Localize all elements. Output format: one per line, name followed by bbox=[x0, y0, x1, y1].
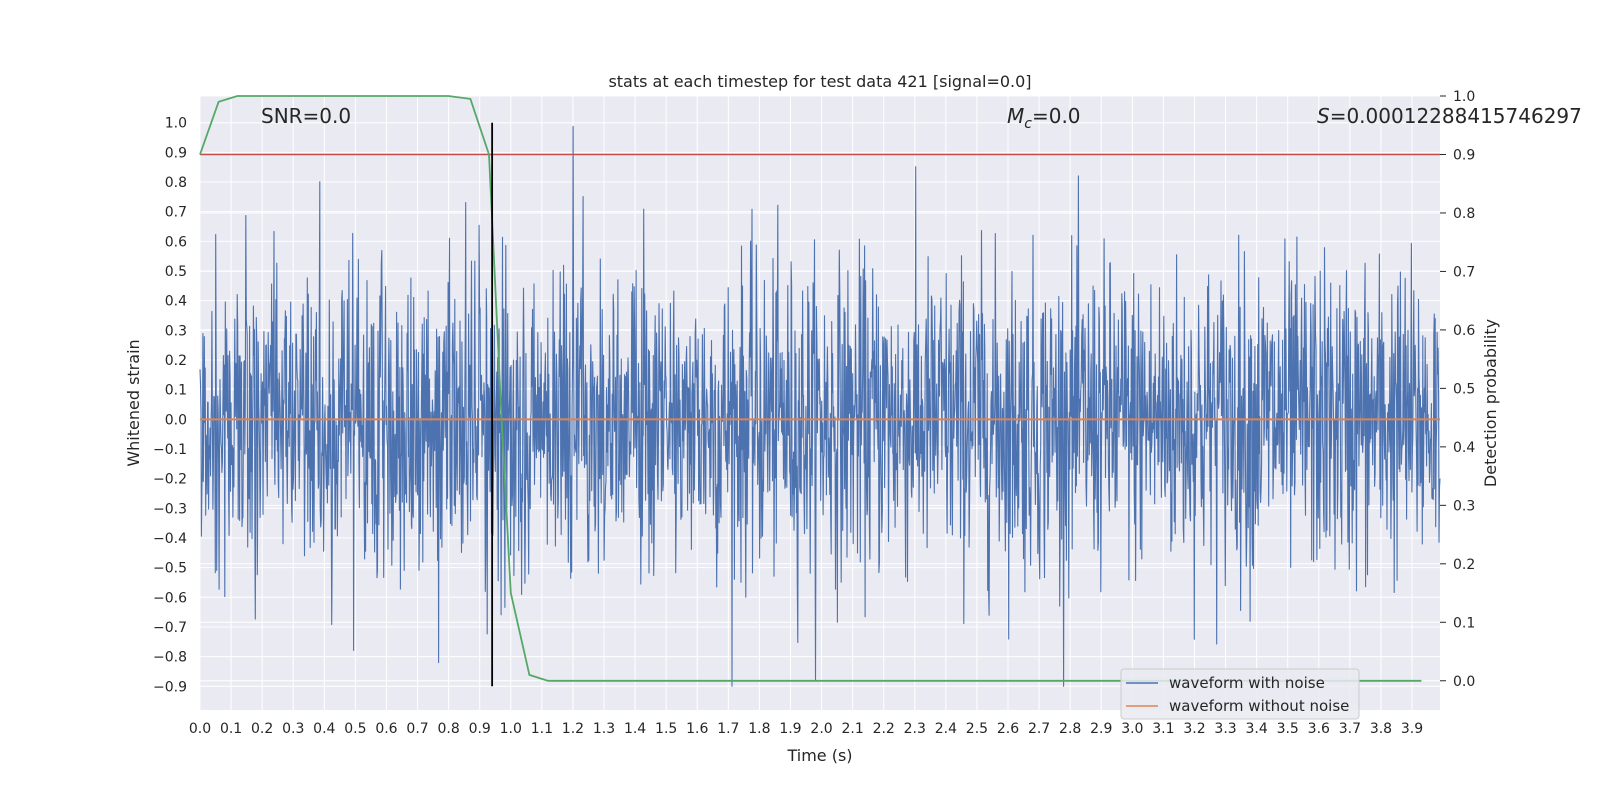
x-tick-label: 0.3 bbox=[282, 721, 304, 737]
y2-tick-label: 0.4 bbox=[1453, 440, 1475, 456]
y-tick-label: 0.3 bbox=[165, 323, 187, 339]
x-tick-label: 1.5 bbox=[655, 721, 677, 737]
x-tick-label: 2.3 bbox=[904, 721, 926, 737]
y2-tick-label: 0.3 bbox=[1453, 498, 1475, 514]
x-tick-label: 0.8 bbox=[437, 721, 459, 737]
x-tick-label: 1.7 bbox=[717, 721, 739, 737]
x-tick-label: 0.5 bbox=[344, 721, 366, 737]
y-tick-label: 0.9 bbox=[165, 145, 187, 161]
y-tick-label: −0.5 bbox=[153, 561, 187, 577]
y-tick-label: 0.2 bbox=[165, 353, 187, 369]
legend: waveform with noise waveform without noi… bbox=[1120, 668, 1360, 720]
y-tick-label: 0.5 bbox=[165, 264, 187, 280]
s-annotation: S=0.00012288415746297 bbox=[1317, 104, 1582, 128]
x-tick-label: 1.9 bbox=[779, 721, 801, 737]
s-value: =0.00012288415746297 bbox=[1330, 104, 1582, 128]
y-tick-label: −0.4 bbox=[153, 531, 187, 547]
x-tick-label: 2.8 bbox=[1059, 721, 1081, 737]
x-tick-label: 1.4 bbox=[624, 721, 646, 737]
axes: 0.0 0.1 0.2 0.3 0.4 0.5 0.6 0.7 0.8 0.9 1.0 1.1 1.2 1… bbox=[153, 89, 1475, 737]
mc-annotation: Mc=0.0 bbox=[1007, 104, 1081, 132]
y-tick-label: −0.9 bbox=[153, 679, 187, 695]
x-tick-label: 3.7 bbox=[1339, 721, 1361, 737]
y2-axis-label: Detection probability bbox=[1481, 319, 1500, 487]
legend-label-noise: waveform with noise bbox=[1169, 674, 1325, 692]
x-tick-label: 1.3 bbox=[593, 721, 615, 737]
x-tick-label: 2.1 bbox=[841, 721, 863, 737]
x-tick-label: 3.2 bbox=[1183, 721, 1205, 737]
legend-box bbox=[1120, 668, 1360, 720]
x-tick-label: 0.6 bbox=[375, 721, 397, 737]
x-tick-label: 0.2 bbox=[251, 721, 273, 737]
y-tick-label: −0.3 bbox=[153, 501, 187, 517]
y2-tick-label: 0.6 bbox=[1453, 323, 1475, 339]
x-tick-label: 1.6 bbox=[686, 721, 708, 737]
y-tick-label: 0.1 bbox=[165, 383, 187, 399]
y2-tick-label: 0.9 bbox=[1453, 147, 1475, 163]
y-tick-label: −0.1 bbox=[153, 442, 187, 458]
x-tick-label: 0.1 bbox=[220, 721, 242, 737]
x-tick-label: 2.2 bbox=[873, 721, 895, 737]
waveform-with-noise-line bbox=[199, 125, 1441, 687]
x-tick-label: 0.0 bbox=[189, 721, 211, 737]
overlays bbox=[199, 95, 1440, 687]
x-tick-label: 3.1 bbox=[1152, 721, 1174, 737]
y-tick-label: 1.0 bbox=[165, 116, 187, 132]
x-tick-label: 3.4 bbox=[1246, 721, 1268, 737]
x-tick-label: 2.4 bbox=[935, 721, 957, 737]
snr-annotation: SNR=0.0 bbox=[261, 104, 351, 128]
noise-series bbox=[199, 125, 1441, 687]
y2-tick-label: 0.1 bbox=[1453, 615, 1475, 631]
grid bbox=[199, 95, 1440, 710]
y2-tick-label: 0.0 bbox=[1453, 674, 1475, 690]
x-tick-label: 3.3 bbox=[1214, 721, 1236, 737]
y-tick-label: −0.2 bbox=[153, 472, 187, 488]
x-tick-label: 0.9 bbox=[469, 721, 491, 737]
y-tick-label: −0.7 bbox=[153, 620, 187, 636]
x-tick-label: 0.4 bbox=[313, 721, 335, 737]
x-tick-label: 3.0 bbox=[1121, 721, 1143, 737]
x-tick-label: 3.6 bbox=[1308, 721, 1330, 737]
chart-title: stats at each timestep for test data 421… bbox=[608, 72, 1031, 91]
y2-tick-label: 0.8 bbox=[1453, 206, 1475, 222]
s-symbol: S bbox=[1317, 104, 1330, 128]
y-tick-label: 0.4 bbox=[165, 294, 187, 310]
x-tick-label: 3.9 bbox=[1401, 721, 1423, 737]
y-tick-label: −0.8 bbox=[153, 650, 187, 666]
legend-label-clean: waveform without noise bbox=[1169, 697, 1349, 715]
y-tick-label: 0.7 bbox=[165, 205, 187, 221]
detection-probability-line bbox=[199, 95, 1422, 682]
y2-tick-label: 0.5 bbox=[1453, 381, 1475, 397]
x-tick-label: 3.8 bbox=[1370, 721, 1392, 737]
x-tick-label: 2.5 bbox=[966, 721, 988, 737]
x-axis-label: Time (s) bbox=[786, 746, 852, 765]
x-tick-label: 2.7 bbox=[1028, 721, 1050, 737]
y2-tick-label: 0.2 bbox=[1453, 557, 1475, 573]
mc-symbol: M bbox=[1007, 104, 1024, 128]
x-tick-label: 2.0 bbox=[810, 721, 832, 737]
y-axis-label: Whitened strain bbox=[124, 339, 143, 466]
y2-tick-label: 0.7 bbox=[1453, 264, 1475, 280]
x-tick-label: 2.6 bbox=[997, 721, 1019, 737]
y-tick-label: 0.8 bbox=[165, 175, 187, 191]
mc-subscript: c bbox=[1024, 116, 1032, 132]
x-tick-label: 1.1 bbox=[531, 721, 553, 737]
y2-tick-label: 1.0 bbox=[1453, 89, 1475, 105]
x-tick-label: 1.2 bbox=[562, 721, 584, 737]
mc-value: =0.0 bbox=[1032, 104, 1081, 128]
y-tick-label: 0.0 bbox=[165, 412, 187, 428]
x-tick-label: 1.0 bbox=[500, 721, 522, 737]
y-tick-label: 0.6 bbox=[165, 234, 187, 250]
y-tick-label: −0.6 bbox=[153, 590, 187, 606]
x-tick-label: 2.9 bbox=[1090, 721, 1112, 737]
x-tick-label: 0.7 bbox=[406, 721, 428, 737]
x-tick-label: 1.8 bbox=[748, 721, 770, 737]
x-tick-label: 3.5 bbox=[1277, 721, 1299, 737]
